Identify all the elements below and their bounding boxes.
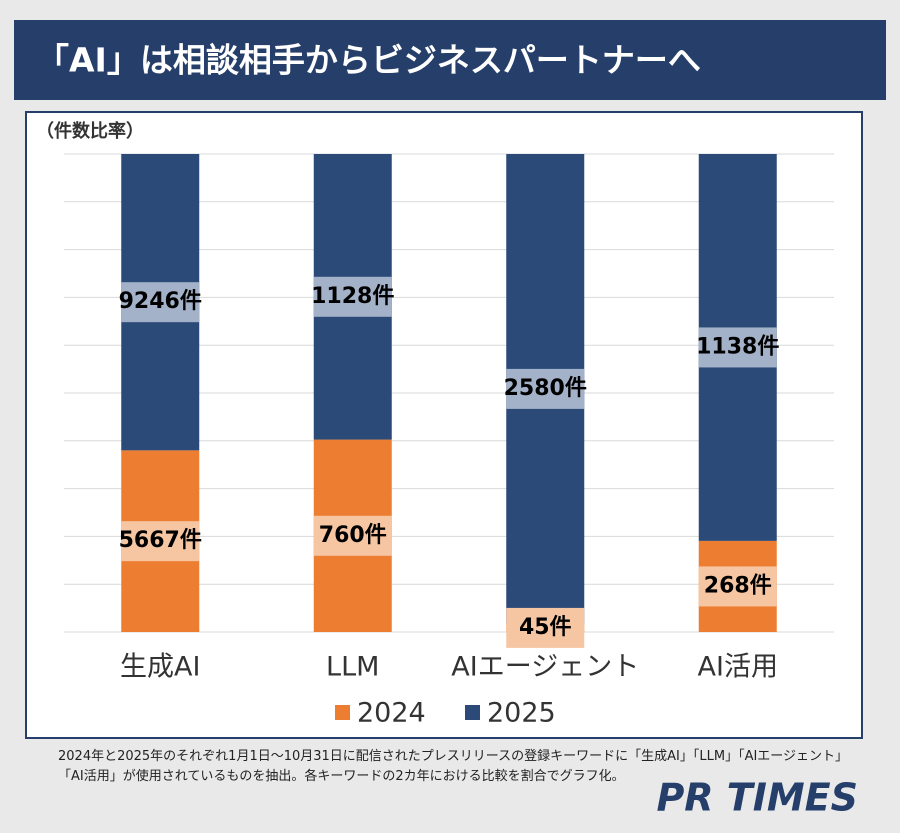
label-background bbox=[313, 515, 392, 556]
x-tick-label: AI活用 bbox=[698, 652, 778, 683]
legend-swatch bbox=[465, 705, 480, 720]
data-label: 45件 bbox=[519, 615, 572, 640]
title: 「AI」は相談相手からビジネスパートナーへ bbox=[36, 41, 701, 80]
label-background bbox=[121, 282, 200, 323]
label-background bbox=[121, 521, 200, 562]
data-label: 760件 bbox=[319, 523, 387, 548]
footnote: 2024年と2025年のそれぞれ1月1日～10月31日に配信されたプレスリリース… bbox=[58, 749, 849, 784]
title-bar bbox=[14, 20, 886, 100]
label-background bbox=[506, 368, 585, 409]
x-tick-label: AIエージェント bbox=[451, 652, 639, 683]
label-background bbox=[506, 607, 585, 648]
x-tick-label: 生成AI bbox=[120, 652, 200, 683]
data-label: 1128件 bbox=[311, 284, 394, 309]
label-background bbox=[698, 566, 777, 607]
data-label: 5667件 bbox=[119, 528, 202, 553]
legend-label: 2024 bbox=[357, 698, 426, 729]
label-background bbox=[698, 327, 777, 368]
logo: PR TIMES bbox=[656, 776, 858, 820]
data-label: 9246件 bbox=[119, 289, 202, 314]
legend-label: 2025 bbox=[487, 698, 556, 729]
data-label: 2580件 bbox=[504, 376, 587, 401]
label-background bbox=[313, 276, 392, 317]
data-label: 1138件 bbox=[696, 334, 779, 359]
legend-swatch bbox=[335, 705, 350, 720]
y-axis-label: （件数比率） bbox=[36, 120, 144, 142]
data-label: 268件 bbox=[704, 573, 772, 598]
x-tick-label: LLM bbox=[326, 652, 379, 683]
